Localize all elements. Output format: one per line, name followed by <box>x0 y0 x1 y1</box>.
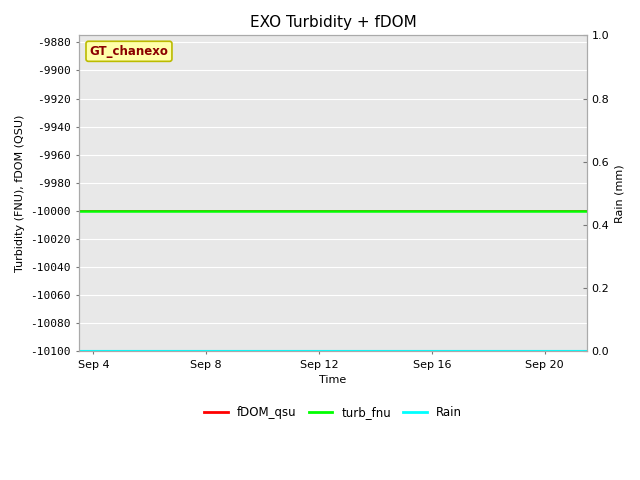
Text: GT_chanexo: GT_chanexo <box>90 45 168 58</box>
Y-axis label: Turbidity (FNU), fDOM (QSU): Turbidity (FNU), fDOM (QSU) <box>15 115 25 272</box>
X-axis label: Time: Time <box>319 375 347 385</box>
Title: EXO Turbidity + fDOM: EXO Turbidity + fDOM <box>250 15 417 30</box>
Y-axis label: Rain (mm): Rain (mm) <box>615 164 625 223</box>
Legend: fDOM_qsu, turb_fnu, Rain: fDOM_qsu, turb_fnu, Rain <box>199 401 467 424</box>
